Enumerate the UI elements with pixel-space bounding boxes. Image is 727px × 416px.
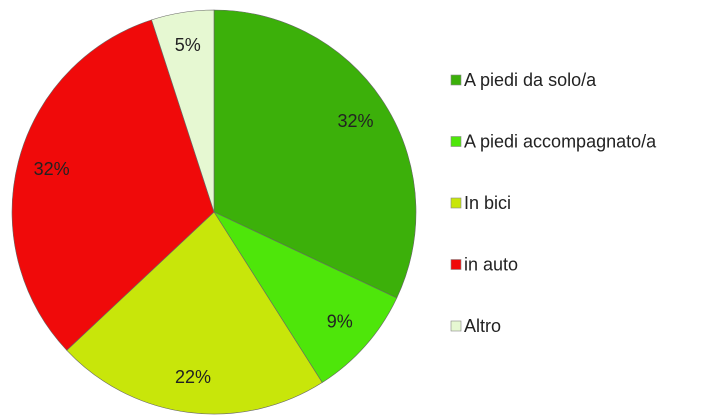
data-label: 32%: [338, 111, 374, 131]
legend-swatch: [450, 197, 462, 209]
legend-label: A piedi da solo/a: [464, 70, 597, 90]
legend-label: Altro: [464, 316, 501, 336]
pie-slice: [66, 211, 323, 415]
data-label: 5%: [175, 35, 201, 55]
pie-slice: [151, 9, 215, 213]
legend-label: A piedi accompagnato/a: [464, 131, 657, 151]
legend-swatch: [450, 259, 462, 270]
pie-slice: [213, 9, 417, 299]
pie-slice: [11, 19, 215, 351]
data-label: 9%: [327, 312, 353, 332]
data-label: 32%: [34, 159, 70, 179]
legend-swatch: [450, 320, 462, 332]
pie-slice: [213, 211, 398, 383]
data-label: 22%: [175, 367, 211, 387]
legend-swatch: [450, 74, 462, 86]
legend-label: In bici: [464, 193, 511, 213]
legend-swatch: [450, 136, 462, 147]
legend-label: in auto: [464, 254, 518, 274]
